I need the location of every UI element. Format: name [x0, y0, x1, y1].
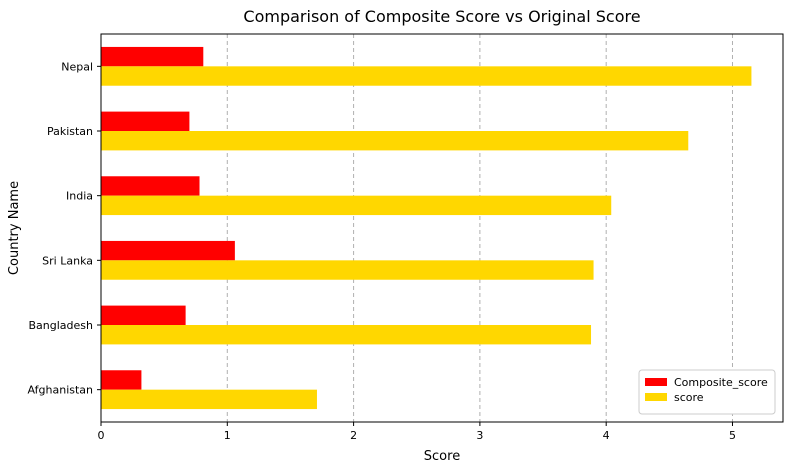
bar-composite-score-bangladesh: [101, 305, 186, 325]
bar-composite-score-nepal: [101, 46, 204, 67]
y-tick-label: Nepal: [61, 60, 93, 73]
y-axis-label: Country Name: [7, 181, 22, 275]
x-tick-label: 5: [729, 429, 736, 442]
bar-score-nepal: [101, 66, 752, 86]
plot-frame: [100, 33, 784, 423]
bar-score-sri-lanka: [101, 260, 594, 280]
x-tick-label: 3: [476, 429, 483, 442]
y-tick-label: Pakistan: [47, 125, 93, 138]
x-axis-label: Score: [424, 449, 460, 464]
bars: [101, 46, 752, 410]
y-tick-label: India: [66, 190, 93, 203]
bar-score-pakistan: [101, 131, 689, 151]
bar-composite-score-afghanistan: [101, 370, 142, 390]
legend-swatch: [645, 393, 667, 401]
y-tick-label: Afghanistan: [28, 384, 94, 397]
x-tick-label: 0: [98, 429, 105, 442]
chart-title: Comparison of Composite Score vs Origina…: [243, 7, 640, 26]
legend-label: score: [674, 391, 704, 404]
x-tick-label: 1: [224, 429, 231, 442]
bar-score-india: [101, 195, 612, 216]
bar-score-afghanistan: [101, 389, 317, 410]
bar-composite-score-sri-lanka: [101, 240, 235, 261]
y-tick-label: Bangladesh: [29, 319, 94, 332]
x-tick-label: 4: [603, 429, 610, 442]
bar-composite-score-india: [101, 176, 200, 196]
bar-score-bangladesh: [101, 325, 592, 345]
legend-box: [638, 369, 776, 415]
legend-swatch: [645, 378, 667, 386]
grid-lines: [226, 34, 733, 422]
bar-composite-score-pakistan: [101, 111, 190, 131]
x-tick-label: 2: [350, 429, 357, 442]
x-axis-ticks: 0 1 2 3 4 5: [98, 422, 736, 442]
y-axis-ticks: Afghanistan Bangladesh Sri Lanka India Pakis…: [28, 60, 101, 397]
y-tick-label: Sri Lanka: [42, 254, 93, 267]
legend-label: Composite_score: [674, 376, 768, 389]
